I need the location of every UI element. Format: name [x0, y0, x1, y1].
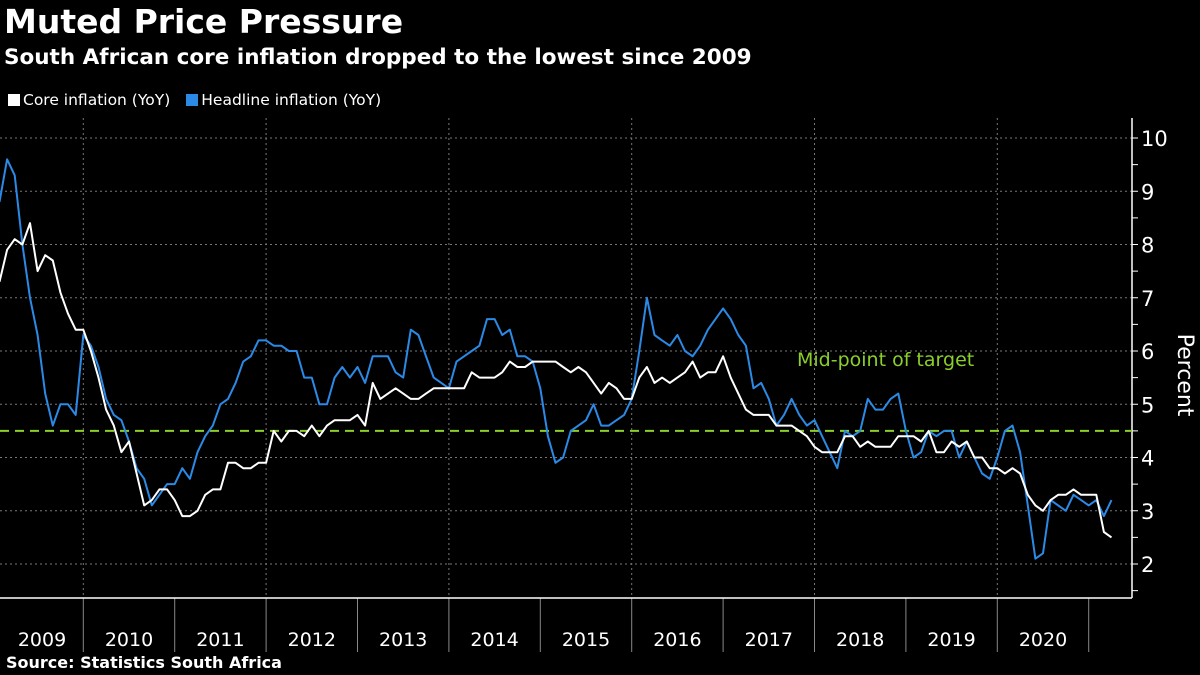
x-tick-label: 2012	[288, 629, 336, 651]
x-tick-label: 2017	[745, 629, 793, 651]
x-tick-label: 2018	[836, 629, 884, 651]
y-tick-label: 8	[1141, 234, 1154, 258]
y-tick-label: 6	[1141, 340, 1154, 364]
legend-label-headline: Headline inflation (YoY)	[201, 91, 382, 109]
y-tick-label: 7	[1141, 287, 1154, 311]
x-tick-label: 2013	[379, 629, 427, 651]
x-tick-label: 2010	[105, 629, 153, 651]
y-tick-label: 3	[1141, 500, 1154, 524]
legend-label-core: Core inflation (YoY)	[23, 91, 171, 109]
legend-swatch-core	[8, 94, 20, 106]
legend-item-core: Core inflation (YoY)	[8, 91, 170, 109]
y-tick-label: 4	[1141, 447, 1154, 471]
legend-item-headline: Headline inflation (YoY)	[186, 91, 381, 109]
y-axis-label: Percent	[1172, 334, 1197, 417]
chart-title: Muted Price Pressure	[4, 2, 404, 41]
x-tick-label: 2019	[927, 629, 975, 651]
source-note: Source: Statistics South Africa	[6, 653, 282, 672]
y-tick-label: 5	[1141, 393, 1154, 417]
legend: Core inflation (YoY) Headline inflation …	[8, 91, 381, 109]
core-inflation-line	[0, 222, 1113, 539]
target-annotation: Mid-point of target	[797, 349, 974, 371]
x-tick-label: 2011	[196, 629, 244, 651]
y-tick-label: 9	[1141, 180, 1154, 204]
y-tick-label: 10	[1141, 127, 1168, 151]
x-tick-label: 2014	[470, 629, 518, 651]
chart-subtitle: South African core inflation dropped to …	[4, 45, 752, 70]
headline-inflation-line	[0, 158, 1113, 560]
x-tick-label: 2009	[18, 629, 66, 651]
legend-swatch-headline	[186, 94, 199, 106]
y-tick-label: 2	[1141, 553, 1154, 577]
x-tick-label: 2016	[653, 629, 701, 651]
x-tick-label: 2015	[562, 629, 610, 651]
x-tick-label: 2020	[1019, 629, 1067, 651]
